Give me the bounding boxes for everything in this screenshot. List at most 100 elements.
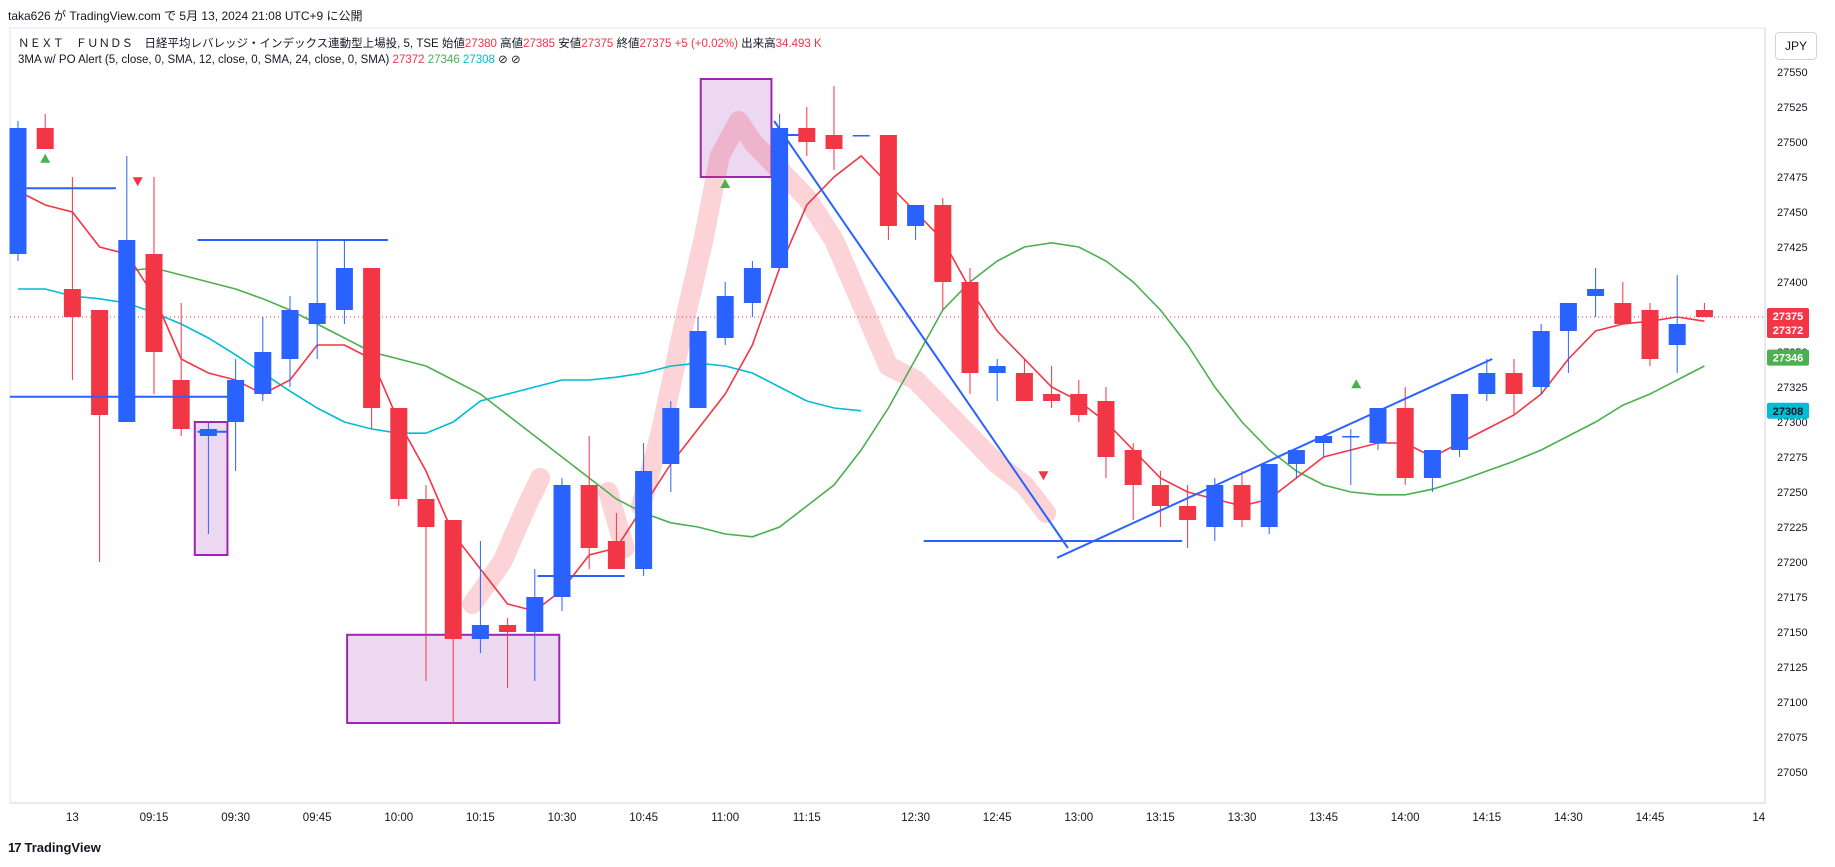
candle-body (743, 268, 761, 303)
symbol-legend[interactable]: ＮＥＸＴ ＦＵＮＤＳ 日経平均レバレッジ・インデックス連動型上場投, 5, TS… (18, 35, 822, 51)
x-tick-label: 11:15 (793, 812, 821, 824)
high-value: 27385 (523, 38, 556, 50)
x-tick-label: 13:15 (1146, 812, 1175, 824)
candle-body (1233, 485, 1251, 520)
ma-fast-line (17, 154, 1705, 612)
x-tick-label: 10:00 (384, 812, 413, 824)
high-label: 高値 (500, 38, 524, 50)
candle-body (1043, 394, 1061, 401)
candle-body (907, 205, 925, 226)
price-tag-label: 27346 (1773, 353, 1804, 365)
candle-body (1124, 450, 1142, 485)
price-tag-bg (1767, 349, 1809, 366)
x-tick-label: 09:15 (140, 812, 169, 824)
candle-body (771, 128, 789, 268)
y-tick-label: 27500 (1777, 137, 1808, 149)
y-tick-label: 27125 (1777, 662, 1808, 674)
change-value: +5 (+0.02%) (674, 38, 738, 50)
candle-body (1423, 450, 1441, 478)
open-label: 始値 (441, 38, 465, 50)
y-tick-label: 27175 (1777, 592, 1808, 604)
y-tick-label: 27550 (1777, 67, 1808, 79)
candle-body (852, 135, 870, 137)
candle-body (1396, 408, 1414, 478)
y-tick-label: 27250 (1777, 487, 1808, 499)
y-tick-label: 27475 (1777, 172, 1808, 184)
candle-body (1151, 485, 1169, 506)
highlighter-stroke (630, 111, 1057, 523)
y-tick-label: 27425 (1777, 242, 1808, 254)
x-tick-label: 13:45 (1309, 812, 1338, 824)
candle-body (227, 380, 245, 422)
candle-body (716, 296, 734, 338)
candle-body (1179, 506, 1197, 520)
x-tick-label: 14:30 (1554, 812, 1583, 824)
candle-body (335, 268, 353, 310)
candle-body (1260, 464, 1278, 527)
x-tick-label: 09:45 (303, 812, 332, 824)
tradingview-logo: 17 (8, 840, 22, 855)
x-tick-label: 13:00 (1064, 812, 1093, 824)
close-label: 終値 (616, 38, 640, 50)
price-tag-bg (1767, 308, 1809, 324)
x-tick-label: 10:45 (629, 812, 658, 824)
ma-slow-line (18, 288, 862, 435)
x-tick-label: 14:45 (1636, 812, 1665, 824)
footer-brand: 17 TradingView (8, 840, 101, 855)
y-tick-label: 27450 (1777, 207, 1808, 219)
sell-signal-marker (132, 177, 143, 187)
currency-button[interactable]: JPY (1775, 32, 1817, 60)
x-tick-label: 10:30 (548, 812, 577, 824)
low-value: 27375 (581, 38, 614, 50)
candle-body (879, 135, 897, 226)
hide-icons[interactable]: ⊘ ⊘ (498, 54, 521, 66)
low-label: 安値 (558, 38, 582, 50)
candle-body (988, 366, 1006, 373)
axes: 27050 27075 27100 27125 27150 27175 27200 27225… (66, 67, 1809, 824)
candle-body (499, 625, 517, 632)
sell-signal-marker (1038, 471, 1049, 481)
candle-body (172, 380, 190, 429)
symbol-name: ＮＥＸＴ ＦＵＮＤＳ 日経平均レバレッジ・インデックス連動型上場投, 5, TS… (18, 38, 439, 50)
candle-body (471, 625, 489, 639)
y-tick-label: 27300 (1777, 417, 1808, 429)
candle-body (1206, 485, 1224, 527)
candle-body (1695, 310, 1713, 317)
trendline (1056, 358, 1493, 559)
y-tick-label: 27525 (1777, 102, 1808, 114)
candle-body (798, 128, 816, 142)
y-tick-label: 27225 (1777, 522, 1808, 534)
candle-body (118, 240, 136, 422)
candle-body (1070, 394, 1088, 415)
x-tick-label: 09:30 (221, 812, 250, 824)
close-value: 27375 (639, 38, 672, 50)
buy-signal-marker (720, 179, 731, 188)
x-tick-label: 14:00 (1391, 812, 1420, 824)
candle-body (1369, 408, 1387, 443)
highlighter-stroke (462, 468, 551, 614)
open-value: 27380 (464, 38, 497, 50)
y-tick-label: 27200 (1777, 557, 1808, 569)
y-tick-label: 27400 (1777, 277, 1808, 289)
annotation-box (193, 421, 229, 556)
price-tag-bg (1767, 402, 1809, 419)
candle-body (580, 485, 598, 548)
candle-body (9, 128, 27, 254)
candle-body (1478, 373, 1496, 394)
x-tick-label: 11:00 (711, 812, 739, 824)
volume-value: 34.493 K (775, 38, 822, 50)
indicator-legend[interactable]: 3MA w/ PO Alert (5, close, 0, SMA, 12, c… (18, 52, 521, 66)
candle-body (662, 408, 680, 464)
y-tick-label: 27325 (1777, 382, 1808, 394)
price-tag-label: 27375 (1773, 311, 1804, 323)
candle-body (1015, 373, 1033, 401)
candles (9, 86, 1713, 723)
candle-body (689, 331, 707, 408)
candle-body (1287, 450, 1305, 464)
indicator-name: 3MA w/ PO Alert (5, close, 0, SMA, 12, c… (18, 54, 390, 66)
buy-signal-marker (1351, 379, 1362, 389)
candle-body (1587, 289, 1605, 296)
candle-body (91, 310, 109, 415)
price-tag-label: 27308 (1773, 406, 1804, 418)
